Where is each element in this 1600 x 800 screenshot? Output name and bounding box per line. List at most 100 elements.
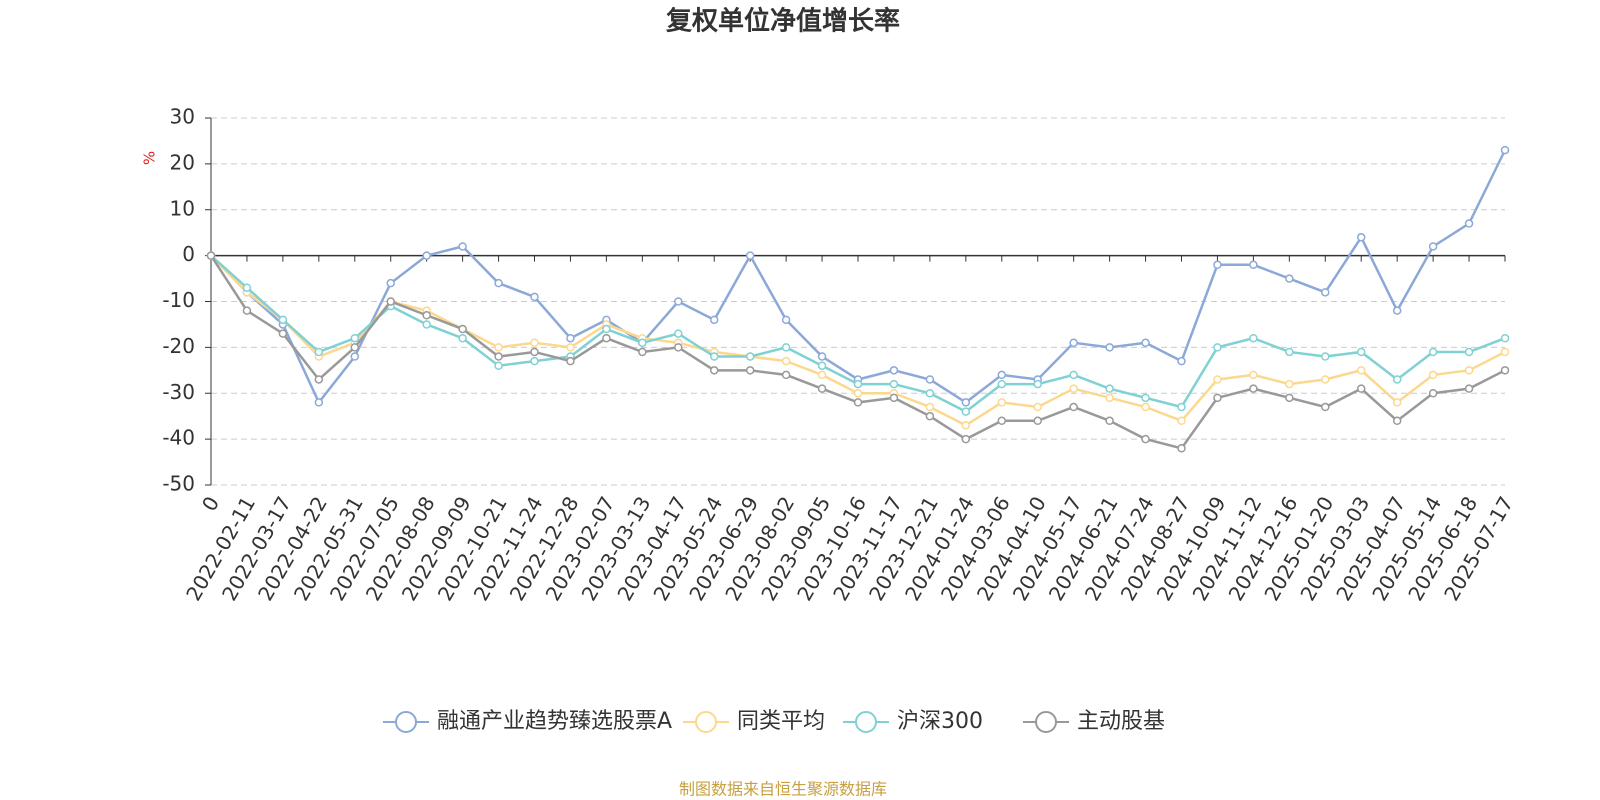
point: [709, 366, 719, 375]
point: [638, 338, 647, 348]
point: [530, 292, 539, 302]
series-line: [209, 254, 1506, 450]
x-tick-label: 0: [197, 492, 224, 515]
point: [1392, 306, 1402, 315]
legend-marker: [855, 711, 877, 733]
point: [1177, 356, 1186, 366]
point: [853, 389, 863, 398]
point: [1249, 370, 1258, 380]
y-tick-label: -20: [162, 334, 195, 358]
point: [1321, 375, 1330, 384]
point: [889, 366, 899, 375]
point: [1069, 402, 1078, 412]
point: [1141, 434, 1150, 444]
point: [1033, 402, 1042, 412]
point: [997, 379, 1007, 389]
y-tick-label: -10: [162, 288, 195, 312]
y-tick-label: 30: [170, 105, 195, 129]
point: [638, 347, 647, 357]
y-tick-label: -30: [162, 380, 195, 404]
legend-label: 同类平均: [737, 709, 825, 734]
point: [314, 398, 324, 407]
point: [997, 398, 1007, 407]
legend-marker: [695, 711, 717, 733]
point: [1105, 416, 1114, 426]
point: [422, 311, 431, 320]
y-tick-label: 0: [182, 242, 195, 266]
point: [1428, 389, 1438, 398]
point: [1392, 375, 1402, 384]
point: [1428, 370, 1438, 380]
point: [494, 343, 503, 352]
point: [817, 384, 827, 393]
point: [925, 411, 935, 421]
point: [1033, 379, 1042, 389]
y-tick-label: 10: [170, 196, 195, 220]
point: [350, 343, 360, 352]
point: [422, 251, 431, 260]
point: [566, 356, 575, 366]
legend-marker: [395, 711, 417, 733]
point: [386, 297, 395, 306]
chart-title: 复权单位净值增长率: [666, 6, 900, 37]
y-axis-label: %: [141, 151, 159, 165]
point: [961, 434, 971, 444]
point: [1213, 260, 1222, 270]
point: [997, 370, 1007, 380]
point: [674, 329, 683, 338]
point: [1356, 347, 1366, 357]
point: [1033, 416, 1042, 426]
source-note: 制图数据来自恒生聚源数据库: [679, 780, 887, 799]
point: [350, 352, 360, 361]
point: [206, 251, 216, 260]
y-tick-label: -40: [162, 426, 195, 450]
point: [530, 356, 539, 366]
point: [1464, 219, 1474, 228]
point: [709, 315, 719, 325]
point: [961, 407, 971, 416]
point: [997, 416, 1007, 426]
point: [1500, 333, 1510, 343]
point: [1141, 338, 1150, 348]
point: [530, 338, 539, 348]
point: [781, 356, 791, 366]
point: [853, 379, 863, 389]
point: [1321, 402, 1330, 412]
point: [781, 315, 791, 325]
point: [1464, 347, 1474, 357]
point: [1213, 393, 1222, 403]
point: [386, 278, 395, 288]
point: [1428, 347, 1438, 357]
point: [674, 343, 683, 352]
point: [314, 347, 324, 357]
point: [817, 352, 827, 361]
series-line: [210, 149, 1507, 405]
point: [242, 306, 252, 315]
point: [961, 398, 971, 407]
point: [350, 333, 360, 343]
legend-marker: [1035, 711, 1057, 733]
point: [1285, 379, 1294, 389]
point: [602, 324, 611, 334]
point: [1392, 416, 1402, 426]
point: [1105, 343, 1114, 352]
point: [1069, 338, 1078, 348]
point: [674, 297, 683, 306]
point: [566, 333, 575, 343]
point: [745, 366, 755, 375]
point: [242, 283, 252, 292]
point: [1500, 145, 1510, 155]
point: [1105, 384, 1114, 393]
point: [458, 242, 467, 251]
point: [1285, 347, 1294, 357]
point: [1249, 333, 1258, 343]
point: [1069, 370, 1078, 380]
point: [1249, 384, 1258, 393]
point: [817, 361, 827, 370]
point: [1464, 366, 1474, 375]
point: [494, 352, 503, 361]
point: [1213, 343, 1222, 352]
point: [889, 379, 899, 389]
point: [1249, 260, 1258, 270]
point: [458, 333, 467, 343]
